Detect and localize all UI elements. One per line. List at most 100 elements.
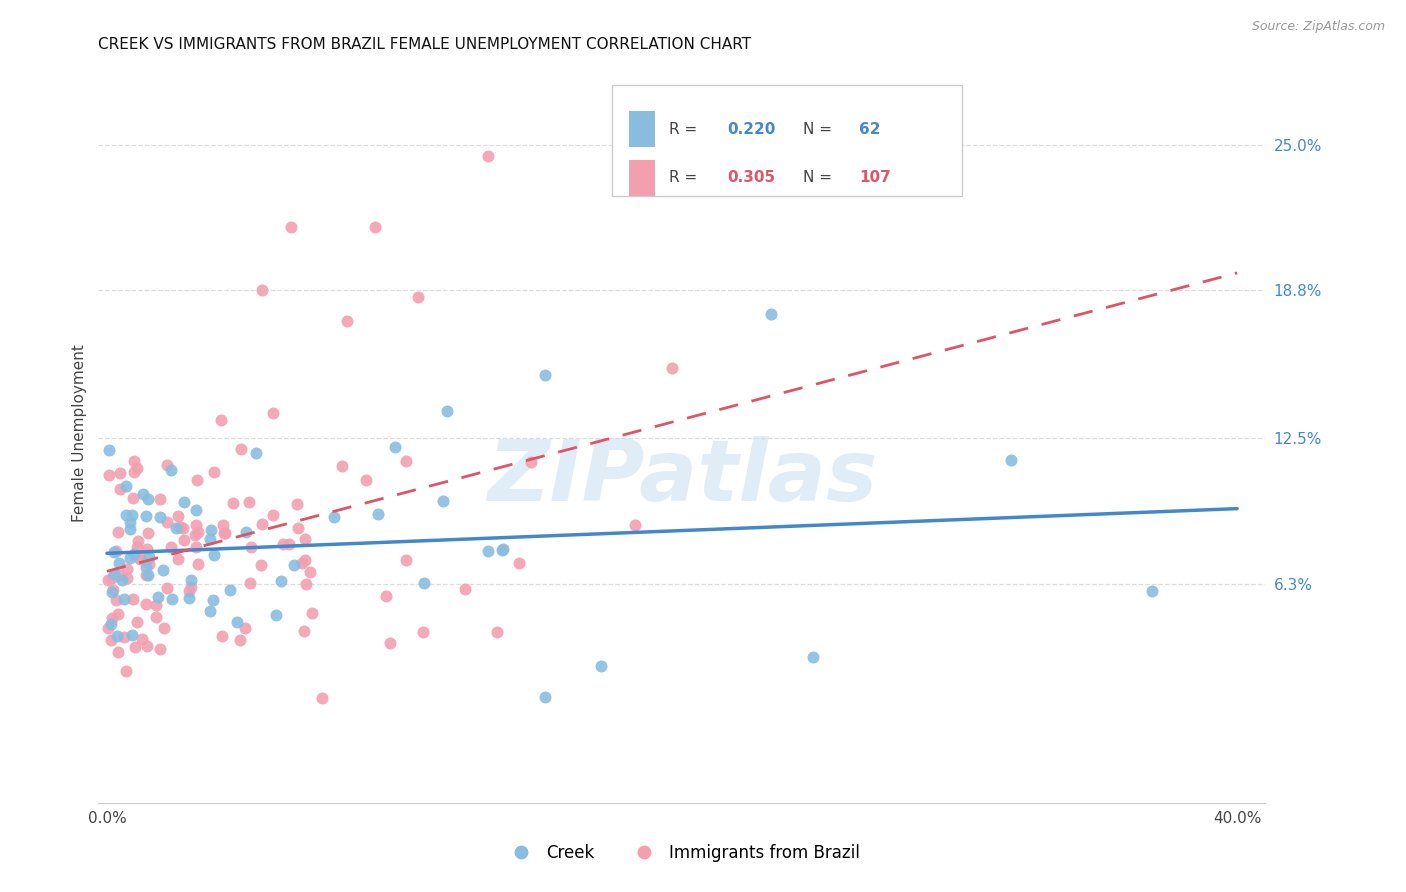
Point <box>661 361 683 376</box>
Point <box>285 497 308 511</box>
Bar <box>630 112 655 147</box>
Point <box>173 495 195 509</box>
Point <box>180 573 202 587</box>
Point <box>311 691 333 706</box>
Point <box>264 608 287 623</box>
Point <box>108 466 131 480</box>
Point <box>121 628 143 642</box>
Point <box>165 520 187 534</box>
Point <box>108 567 131 582</box>
Point <box>121 508 143 523</box>
Point <box>166 552 188 566</box>
Point <box>136 640 159 654</box>
Text: R =: R = <box>669 121 702 136</box>
Text: N =: N = <box>803 170 832 186</box>
Point <box>204 465 226 479</box>
Point <box>222 496 245 510</box>
Point <box>100 611 122 625</box>
Point <box>367 508 389 522</box>
Point <box>1142 584 1164 599</box>
Point <box>148 590 170 604</box>
Point <box>156 458 179 472</box>
Point <box>406 290 429 304</box>
Point <box>186 541 208 555</box>
Point <box>131 486 153 500</box>
Text: R =: R = <box>669 170 702 186</box>
Point <box>198 532 221 546</box>
Point <box>129 551 152 566</box>
Point <box>214 525 236 540</box>
Point <box>118 522 141 536</box>
Point <box>412 625 434 640</box>
Point <box>209 413 232 427</box>
Point <box>122 547 145 561</box>
Point <box>239 576 262 591</box>
Point <box>115 561 138 575</box>
Point <box>101 585 124 599</box>
Point <box>186 473 208 487</box>
Point <box>131 632 153 646</box>
Point <box>100 633 122 648</box>
Point <box>103 566 125 581</box>
Point <box>454 582 477 596</box>
Point <box>122 454 145 468</box>
Point <box>101 582 124 597</box>
Point <box>233 621 256 635</box>
Point <box>280 219 302 234</box>
Point <box>436 403 458 417</box>
Point <box>336 314 359 328</box>
Point <box>98 443 121 458</box>
Point <box>239 540 262 554</box>
Point <box>105 592 128 607</box>
Point <box>114 631 136 645</box>
Point <box>278 537 301 551</box>
Point <box>218 583 240 598</box>
Point <box>159 463 181 477</box>
Text: CREEK VS IMMIGRANTS FROM BRAZIL FEMALE UNEMPLOYMENT CORRELATION CHART: CREEK VS IMMIGRANTS FROM BRAZIL FEMALE U… <box>98 37 752 52</box>
Point <box>200 524 222 538</box>
Point <box>759 307 782 321</box>
Point <box>591 659 613 673</box>
Point <box>105 629 128 643</box>
Text: Source: ZipAtlas.com: Source: ZipAtlas.com <box>1251 20 1385 33</box>
Point <box>477 149 499 163</box>
Point <box>97 468 120 483</box>
Point <box>211 629 233 643</box>
Point <box>138 549 160 564</box>
Point <box>384 440 406 454</box>
Point <box>492 541 515 556</box>
Point <box>534 368 557 382</box>
Point <box>354 473 377 487</box>
Point <box>136 567 159 582</box>
Point <box>177 583 200 598</box>
Point <box>534 690 557 704</box>
Point <box>375 589 398 603</box>
Point <box>301 607 323 621</box>
Point <box>135 541 157 556</box>
Point <box>273 537 295 551</box>
Point <box>97 622 120 636</box>
Point <box>122 465 145 479</box>
Bar <box>630 161 655 195</box>
Point <box>152 563 174 577</box>
Point <box>107 607 129 621</box>
Point <box>101 571 124 585</box>
Point <box>149 491 172 506</box>
Point <box>136 526 159 541</box>
Point <box>107 524 129 539</box>
Point <box>169 520 191 534</box>
Point <box>184 518 207 533</box>
Point <box>108 482 131 496</box>
Point <box>198 604 221 618</box>
Point <box>149 642 172 657</box>
Point <box>135 509 157 524</box>
Point <box>115 508 138 522</box>
Point <box>162 591 184 606</box>
Point <box>212 525 235 540</box>
Point <box>378 636 401 650</box>
Point <box>413 575 436 590</box>
Point <box>145 610 167 624</box>
Point <box>145 598 167 612</box>
Point <box>127 615 149 630</box>
Point <box>125 540 148 554</box>
